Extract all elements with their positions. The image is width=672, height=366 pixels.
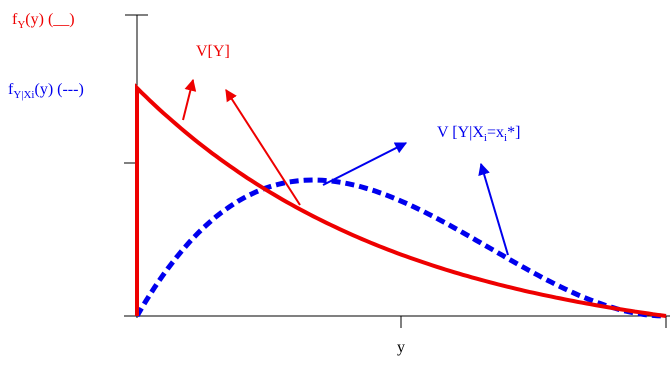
axes (124, 14, 670, 328)
annotation: V[Y] (196, 43, 230, 60)
x-axis-label: y (397, 339, 405, 356)
conditional-density (134, 177, 667, 319)
annotation: V [Y|Xi=xi*] (437, 124, 520, 144)
legend-red: fY(y) (__) (12, 11, 75, 31)
blue-arrows (322, 142, 509, 256)
red-arrows (182, 78, 301, 206)
legend-blue: fY|Xi(y) (---) (8, 81, 84, 101)
density (135, 83, 667, 318)
